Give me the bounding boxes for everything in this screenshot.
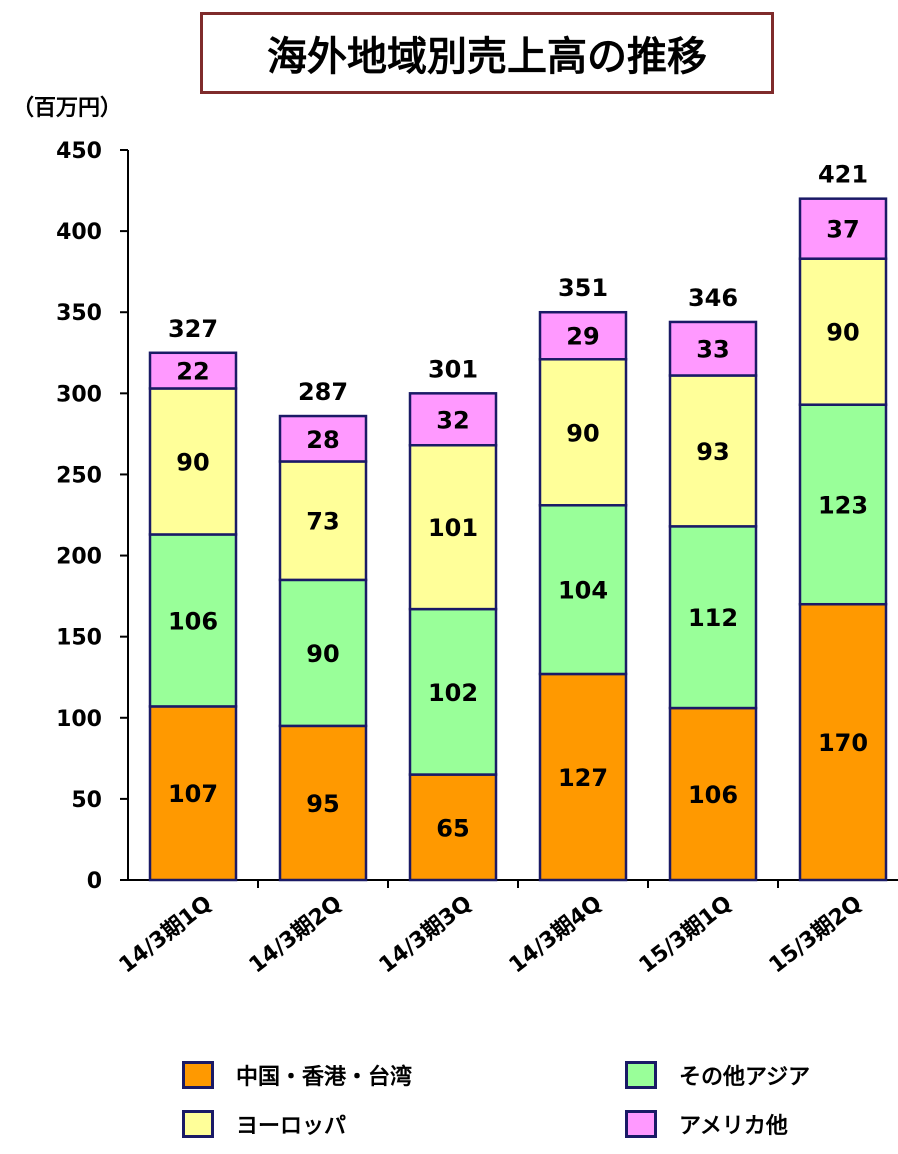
- data-label: 123: [818, 491, 868, 519]
- bar-segment: [408, 773, 498, 882]
- x-tick-label: 14/3期4Q: [505, 891, 607, 978]
- data-label: 32: [436, 406, 469, 434]
- total-label: 346: [688, 284, 738, 312]
- y-tick-label: 400: [56, 220, 102, 245]
- total-label: 301: [428, 355, 478, 383]
- bar-segment: [798, 403, 888, 606]
- data-label: 37: [826, 216, 859, 244]
- data-label: 28: [306, 426, 339, 454]
- bar-segment: [668, 374, 758, 528]
- data-label: 104: [558, 577, 608, 605]
- bar-segment: [278, 414, 368, 463]
- data-label: 102: [428, 679, 478, 707]
- data-label: 93: [696, 438, 729, 466]
- legend-item-other-asia: その他アジア: [625, 1059, 810, 1091]
- total-label: 327: [168, 315, 218, 343]
- y-tick-label: 200: [56, 545, 102, 570]
- y-tick-label: 300: [56, 382, 102, 407]
- bar-segment: [538, 310, 628, 361]
- data-label: 106: [688, 781, 738, 809]
- total-label: 421: [818, 161, 868, 189]
- legend-label: その他アジア: [679, 1065, 811, 1090]
- data-label: 90: [566, 419, 599, 447]
- legend-swatch: [182, 1110, 214, 1138]
- bar-segment: [798, 602, 888, 882]
- bar-segment: [798, 197, 888, 260]
- bar-segment: [278, 460, 368, 582]
- legend-item-china-hk-taiwan: 中国・香港・台湾: [182, 1059, 412, 1091]
- y-tick-label: 50: [71, 788, 102, 813]
- y-tick-label: 100: [56, 707, 102, 732]
- data-label: 112: [688, 604, 738, 632]
- data-label: 29: [566, 323, 599, 351]
- bar-segment: [278, 724, 368, 882]
- bar-segment: [148, 387, 238, 536]
- data-label: 107: [168, 780, 218, 808]
- data-label: 95: [306, 790, 339, 818]
- y-tick-label: 350: [56, 301, 102, 326]
- chart-title: 海外地域別売上高の推移: [200, 12, 774, 94]
- bar-segment: [798, 257, 888, 406]
- data-label: 65: [436, 814, 469, 842]
- legend-item-europe: ヨーロッパ: [182, 1108, 346, 1140]
- data-label: 106: [168, 607, 218, 635]
- y-tick-label: 450: [56, 139, 102, 164]
- data-label: 90: [826, 319, 859, 347]
- bar-segment: [148, 533, 238, 708]
- data-label: 73: [306, 508, 339, 536]
- bar-segment: [278, 578, 368, 728]
- data-label: 90: [306, 640, 339, 668]
- bar-segment: [148, 351, 238, 390]
- data-label: 101: [428, 514, 478, 542]
- bar-segment: [538, 672, 628, 882]
- x-tick-label: 14/3期1Q: [115, 891, 217, 978]
- total-label: 287: [298, 378, 348, 406]
- legend-swatch: [625, 1061, 657, 1089]
- legend-swatch: [625, 1110, 657, 1138]
- data-label: 127: [558, 764, 608, 792]
- stacked-bar-chart: 0501001502002503003504004501071069022327…: [56, 139, 898, 978]
- legend-swatch: [182, 1061, 214, 1089]
- x-tick-label: 15/3期1Q: [635, 891, 737, 978]
- legend-item-america-other: アメリカ他: [625, 1108, 788, 1140]
- y-tick-label: 250: [56, 463, 102, 488]
- legend-label: アメリカ他: [679, 1114, 788, 1139]
- data-label: 33: [696, 336, 729, 364]
- y-tick-label: 150: [56, 626, 102, 651]
- data-label: 22: [176, 358, 209, 386]
- bar-segment: [408, 392, 498, 447]
- bar-segment: [148, 705, 238, 882]
- data-label: 90: [176, 448, 209, 476]
- x-tick-label: 14/3期2Q: [245, 891, 347, 978]
- bar-segment: [668, 525, 758, 710]
- y-tick-label: 0: [87, 869, 102, 894]
- legend-label: ヨーロッパ: [236, 1114, 347, 1139]
- legend-label: 中国・香港・台湾: [236, 1065, 413, 1090]
- data-label: 170: [818, 729, 868, 757]
- y-axis-unit-label: （百万円）: [12, 96, 123, 121]
- bar-segment: [668, 320, 758, 377]
- x-tick-label: 15/3期2Q: [765, 891, 867, 978]
- total-label: 351: [558, 274, 608, 302]
- x-tick-label: 14/3期3Q: [375, 891, 477, 978]
